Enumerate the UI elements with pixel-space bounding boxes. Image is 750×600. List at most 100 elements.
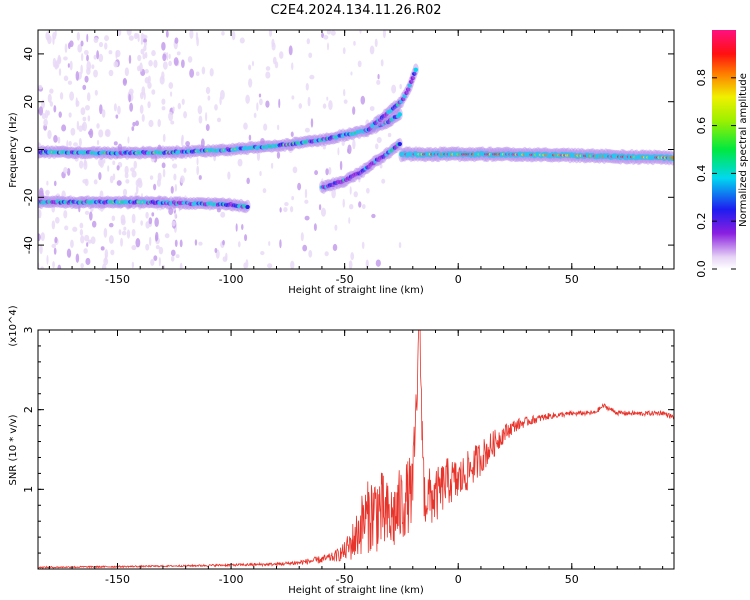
noise-speck <box>267 263 273 269</box>
noise-speck <box>288 45 293 56</box>
snr-y-label: SNR (10 * v/v) <box>8 414 19 485</box>
noise-speck <box>83 49 89 55</box>
noise-speck <box>279 207 282 213</box>
noise-speck <box>87 130 93 136</box>
noise-speck <box>185 141 191 147</box>
noise-speck <box>83 160 88 170</box>
noise-speck <box>197 105 203 115</box>
noise-speck <box>84 210 90 215</box>
noise-speck <box>153 183 157 191</box>
noise-speck <box>142 53 146 60</box>
noise-speck <box>140 220 144 226</box>
noise-speck <box>330 30 336 36</box>
noise-speck <box>89 202 94 212</box>
noise-speck <box>149 175 154 180</box>
noise-speck <box>380 59 384 67</box>
noise-speck <box>137 65 141 72</box>
noise-speck <box>150 258 155 266</box>
noise-speck <box>349 186 352 195</box>
noise-speck <box>213 152 217 162</box>
noise-speck <box>291 195 295 201</box>
noise-speck <box>40 232 45 242</box>
noise-speck <box>141 113 145 122</box>
noise-speck <box>75 253 80 263</box>
noise-speck <box>82 121 87 132</box>
noise-speck <box>174 212 177 219</box>
noise-speck <box>148 119 154 128</box>
noise-speck <box>148 217 153 225</box>
noise-speck <box>195 71 200 77</box>
track-outer <box>409 79 414 84</box>
figure-title: C2E4.2024.134.11.26.R02 <box>270 3 441 18</box>
noise-speck <box>137 203 142 210</box>
noise-speck <box>174 183 178 192</box>
noise-speck <box>200 138 205 148</box>
y-tick-label: 2 <box>22 406 35 413</box>
noise-speck <box>86 92 91 102</box>
noise-speck <box>347 144 352 155</box>
noise-speck <box>181 59 185 68</box>
noise-speck <box>80 262 84 269</box>
noise-speck <box>128 93 131 103</box>
noise-speck <box>189 68 195 78</box>
track-outer <box>245 204 250 210</box>
noise-speck <box>57 136 61 144</box>
noise-speck <box>59 92 64 100</box>
noise-speck <box>259 171 262 177</box>
noise-speck <box>86 242 89 247</box>
noise-speck <box>166 52 169 61</box>
noise-speck <box>379 163 383 169</box>
noise-speck <box>381 178 386 184</box>
noise-speck <box>245 94 250 104</box>
noise-speck <box>272 56 277 65</box>
noise-speck <box>124 172 129 179</box>
noise-speck <box>300 232 304 242</box>
noise-speck <box>168 207 174 216</box>
noise-speck <box>79 160 84 169</box>
noise-speck <box>91 64 95 70</box>
noise-speck <box>244 234 248 242</box>
noise-speck <box>391 84 397 94</box>
noise-speck <box>143 45 147 52</box>
noise-speck <box>117 143 123 152</box>
noise-speck <box>131 213 136 224</box>
noise-speck <box>128 35 134 41</box>
noise-speck <box>104 249 109 259</box>
noise-speck <box>168 82 174 89</box>
noise-speck <box>365 119 370 128</box>
noise-speck <box>115 114 119 119</box>
noise-speck <box>334 224 338 231</box>
noise-speck <box>96 123 100 129</box>
noise-speck <box>53 180 57 187</box>
noise-speck <box>96 50 100 60</box>
noise-speck <box>54 216 60 224</box>
spectrogram-panel: -150 -100 -50 0 50 -40 -20 0 20 40 Height of stra… <box>8 29 675 296</box>
noise-speck <box>54 60 60 69</box>
noise-speck <box>147 81 152 89</box>
noise-speck <box>324 251 329 257</box>
x-tick-label: -50 <box>336 573 354 586</box>
noise-speck <box>172 163 178 169</box>
noise-speck <box>348 217 351 224</box>
noise-speck <box>111 215 116 222</box>
noise-speck <box>170 255 175 262</box>
noise-speck <box>99 104 103 115</box>
noise-speck <box>85 257 91 266</box>
noise-speck <box>359 30 362 34</box>
noise-speck <box>198 175 202 180</box>
noise-speck <box>110 249 115 256</box>
colorbar-gradient <box>712 30 736 269</box>
noise-speck <box>183 111 188 119</box>
noise-speck <box>220 89 225 100</box>
noise-speck <box>237 158 243 167</box>
noise-speck <box>326 96 329 101</box>
noise-speck <box>241 224 244 230</box>
noise-speck <box>331 188 336 199</box>
noise-speck <box>155 234 158 242</box>
noise-speck <box>93 37 99 43</box>
noise-speck <box>147 101 151 109</box>
noise-speck <box>265 66 271 71</box>
noise-speck <box>256 102 259 112</box>
noise-speck <box>84 75 89 83</box>
noise-speck <box>86 67 91 75</box>
